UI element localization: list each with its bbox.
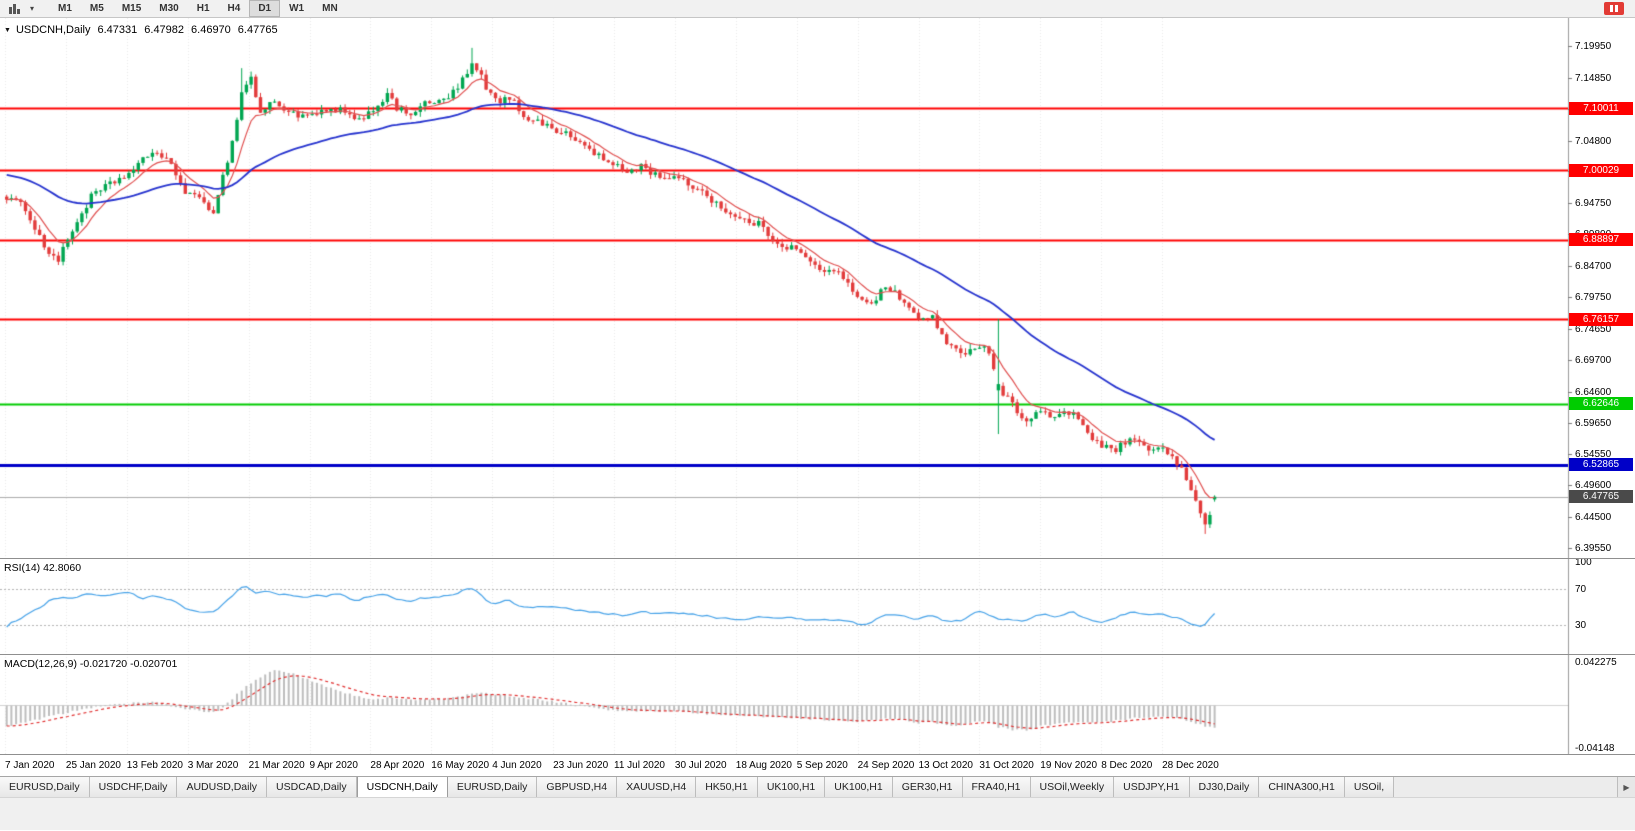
price-tick-label: 6.54550 <box>1575 449 1612 461</box>
chart-region: ▼ USDCNH,Daily 6.47331 6.47982 6.46970 6… <box>0 18 1635 754</box>
price-tick-label: 6.84700 <box>1575 261 1612 273</box>
chart-tab-bar: EURUSD,Daily USDCHF,Daily AUDUSD,Daily USDC… <box>0 776 1635 797</box>
date-tick-label: 16 May 2020 <box>431 760 490 771</box>
price-tick-label: 7.14850 <box>1575 72 1612 84</box>
price-tick-label: 6.39550 <box>1575 543 1612 554</box>
date-tick-label: 11 Jul 2020 <box>614 760 665 771</box>
ohlc-close: 6.47765 <box>237 24 278 36</box>
timeframe-button-m5[interactable]: M5 <box>89 3 104 14</box>
hline-price-tag: 6.52865 <box>1569 458 1633 472</box>
macd-title: MACD(12,26,9) -0.021720 -0.020701 <box>4 658 178 670</box>
date-tick-label: 4 Jun 2020 <box>492 760 542 771</box>
chart-canvas[interactable] <box>0 18 1635 754</box>
toolbar: ▾ M1 M5 M15 M30 H1 H4 D1 W1 MN <box>0 0 1635 18</box>
hline-price-tag: 7.10011 <box>1569 101 1633 115</box>
rsi-title: RSI(14) 42.8060 <box>4 562 82 574</box>
price-tick-label: 7.19950 <box>1575 41 1612 52</box>
date-tick-label: 23 Jun 2020 <box>553 760 609 771</box>
price-tick-label: 6.94750 <box>1575 198 1612 210</box>
date-tick-label: 18 Aug 2020 <box>735 760 792 771</box>
chart-tab-audusd-daily[interactable]: AUDUSD,Daily <box>177 777 268 797</box>
chart-tab-china300-h1[interactable]: CHINA300,H1 <box>1259 777 1345 797</box>
date-tick-label: 31 Oct 2020 <box>979 760 1034 771</box>
price-tick-label: 6.59650 <box>1575 417 1612 429</box>
chart-type-caret-icon[interactable]: ▾ <box>29 3 34 13</box>
status-indicator-button[interactable] <box>1604 2 1624 15</box>
rsi-level-label: 100 <box>1575 557 1592 568</box>
date-tick-label: 30 Jul 2020 <box>674 760 727 771</box>
chart-type-icon[interactable] <box>5 2 25 16</box>
macd-max-label: 0.042275 <box>1575 657 1617 668</box>
date-tick-label: 9 Apr 2020 <box>309 760 358 771</box>
date-tick-label: 7 Jan 2020 <box>5 760 55 771</box>
ohlc-low: 6.46970 <box>191 24 231 36</box>
hline-price-tag: 6.62646 <box>1569 397 1633 411</box>
hline-price-tag: 6.88897 <box>1569 233 1633 247</box>
chart-tab-ger30-h1[interactable]: GER30,H1 <box>892 777 963 797</box>
date-tick-label: 13 Feb 2020 <box>126 760 183 771</box>
date-axis: 7 Jan 2020 25 Jan 2020 13 Feb 2020 3 Mar 20… <box>0 754 1635 776</box>
chart-title: ▼ USDCNH,Daily 6.47331 6.47982 6.46970 6… <box>4 24 285 36</box>
chart-tab-hk50-h1[interactable]: HK50,H1 <box>696 777 758 797</box>
chart-tab-usdcnh-daily[interactable]: USDCNH,Daily <box>356 777 448 797</box>
chart-tab-eurusd-daily[interactable]: EURUSD,Daily <box>0 777 90 797</box>
price-tick-label: 6.79750 <box>1575 292 1612 303</box>
chart-tab-eurusd-daily[interactable]: EURUSD,Daily <box>447 777 538 797</box>
timeframe-button-h4[interactable]: H4 <box>227 3 241 14</box>
date-tick-label: 19 Nov 2020 <box>1040 760 1098 771</box>
chart-tab-fra40-h1[interactable]: FRA40,H1 <box>962 777 1031 797</box>
pane-separator-macd[interactable] <box>0 654 1635 655</box>
date-tick-label: 25 Jan 2020 <box>65 760 121 771</box>
timeframe-button-d1[interactable]: D1 <box>249 0 281 17</box>
timeframe-button-m15[interactable]: M15 <box>121 3 142 14</box>
price-tick-label: 7.04800 <box>1575 135 1612 147</box>
date-tick-label: 24 Sep 2020 <box>857 760 915 771</box>
chart-tab-gbpusd-h4[interactable]: GBPUSD,H4 <box>537 777 618 797</box>
tab-scroll-right-icon[interactable]: ▶ <box>1617 777 1635 797</box>
timeframe-button-m1[interactable]: M1 <box>58 3 72 14</box>
timeframe-buttons: M1 M5 M15 M30 H1 H4 D1 W1 MN <box>49 0 347 17</box>
hline-price-tag: 7.00029 <box>1569 163 1633 177</box>
price-tick-label: 6.69700 <box>1575 354 1612 366</box>
price-tick-label: 6.44500 <box>1575 512 1612 524</box>
chart-tab-usdjpy-h1[interactable]: USDJPY,H1 <box>1114 777 1190 797</box>
timeframe-button-h1[interactable]: H1 <box>196 3 210 14</box>
chart-tab-uk100-h1[interactable]: UK100,H1 <box>757 777 826 797</box>
rsi-level-label: 30 <box>1575 620 1587 631</box>
timeframe-button-w1[interactable]: W1 <box>289 3 305 14</box>
price-tick-label: 6.49600 <box>1575 480 1612 492</box>
chart-symbol-label: USDCNH,Daily <box>15 24 91 36</box>
chart-tab-dj30-daily[interactable]: DJ30,Daily <box>1189 777 1260 797</box>
date-tick-label: 8 Dec 2020 <box>1101 760 1153 771</box>
collapse-icon[interactable]: ▼ <box>4 26 11 34</box>
date-tick-label: 28 Dec 2020 <box>1162 760 1219 771</box>
rsi-level-label: 70 <box>1575 584 1587 595</box>
chart-tab-uk100-h1[interactable]: UK100,H1 <box>825 777 893 797</box>
pane-separator-rsi[interactable] <box>0 558 1635 559</box>
timeframe-button-mn[interactable]: MN <box>322 3 338 14</box>
price-tick-label: 6.64600 <box>1575 386 1612 398</box>
chart-tab-usoil-weekly[interactable]: USOil,Weekly <box>1030 777 1115 797</box>
chart-tab-xauusd-h4[interactable]: XAUUSD,H4 <box>617 777 697 797</box>
tab-bar-filler <box>1394 777 1617 797</box>
chart-tab-usdcad-daily[interactable]: USDCAD,Daily <box>267 777 357 797</box>
ohlc-open: 6.47331 <box>97 24 138 36</box>
macd-min-label: -0.04148 <box>1575 743 1615 754</box>
date-tick-label: 28 Apr 2020 <box>370 760 425 771</box>
chart-tab-usoil-[interactable]: USOil, <box>1344 777 1395 797</box>
current-price-tag: 6.47765 <box>1569 490 1633 504</box>
date-tick-label: 13 Oct 2020 <box>918 760 973 771</box>
price-tick-label: 6.74650 <box>1575 323 1612 335</box>
ohlc-high: 6.47982 <box>144 24 185 36</box>
hline-price-tag: 6.76157 <box>1569 312 1633 326</box>
chart-tab-usdchf-daily[interactable]: USDCHF,Daily <box>89 777 178 797</box>
status-bar <box>0 797 1635 830</box>
date-tick-label: 5 Sep 2020 <box>796 760 848 771</box>
timeframe-button-m30[interactable]: M30 <box>159 3 179 14</box>
date-tick-label: 21 Mar 2020 <box>248 760 305 771</box>
date-tick-label: 3 Mar 2020 <box>187 760 239 771</box>
